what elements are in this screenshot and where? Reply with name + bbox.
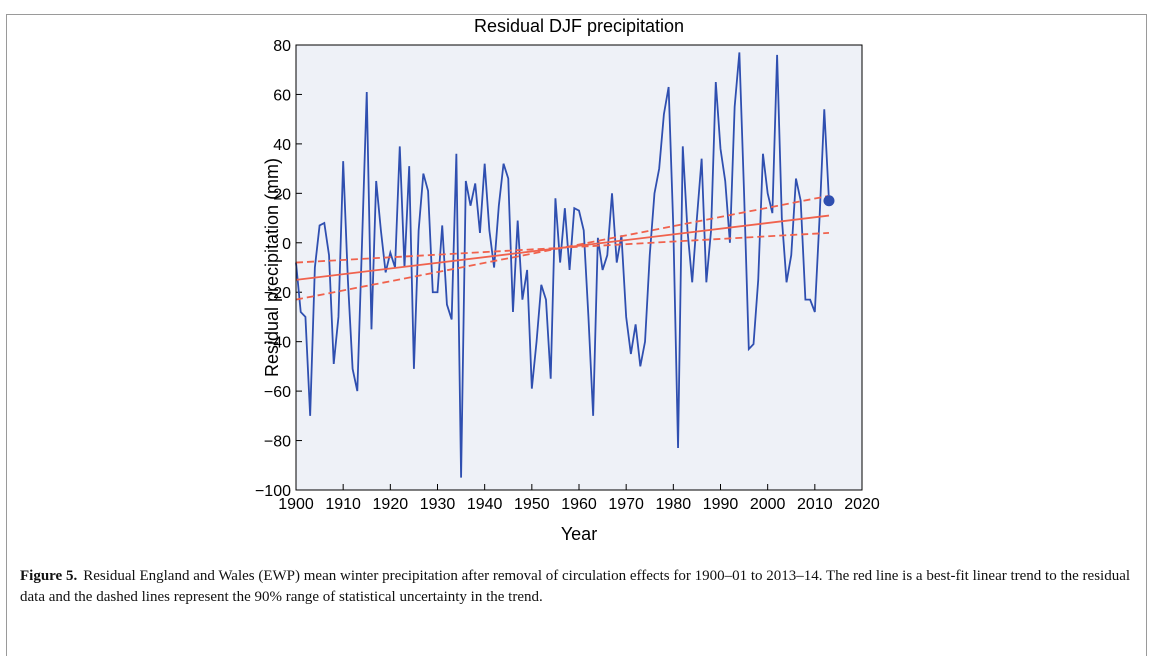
figure-caption: Figure 5. Residual England and Wales (EWP…: [20, 566, 1135, 608]
trend-bound-line: [295, 194, 830, 301]
y-tick-label: 40: [273, 137, 291, 154]
x-tick-label: 1970: [608, 496, 644, 513]
plot-border: [295, 44, 863, 491]
x-tick-label: 2000: [750, 496, 786, 513]
plot-area: [296, 45, 862, 490]
highlight-point: [823, 195, 835, 207]
x-tick-label: 1920: [373, 496, 409, 513]
x-tick-label: 1900: [278, 496, 314, 513]
x-tick-label: 1980: [656, 496, 692, 513]
y-tick-label: 60: [273, 87, 291, 104]
caption-text: Residual England and Wales (EWP) mean wi…: [20, 568, 1131, 605]
x-tick-label: 1960: [561, 496, 597, 513]
caption-label: Figure 5.: [20, 568, 78, 584]
x-tick-label: 1910: [325, 496, 361, 513]
x-tick-label: 1930: [420, 496, 456, 513]
y-tick-label: −100: [255, 483, 291, 500]
y-tick-label: −80: [264, 434, 291, 451]
x-axis-label: Year: [561, 524, 597, 544]
y-tick-label: −40: [264, 335, 291, 352]
data-line: [295, 52, 830, 478]
y-tick-label: 0: [282, 236, 291, 253]
y-tick-label: −60: [264, 384, 291, 401]
trend-bound-line: [295, 231, 830, 264]
x-tick-label: 1990: [703, 496, 739, 513]
y-axis-label: Residual precipitation (mm): [262, 158, 282, 377]
x-tick-label: 1950: [514, 496, 550, 513]
chart: Residual DJF precipitation Year Residual p…: [255, 16, 880, 544]
figure-frame: [6, 14, 1147, 656]
x-tick-label: 1940: [467, 496, 503, 513]
x-tick-label: 2010: [797, 496, 833, 513]
chart-title: Residual DJF precipitation: [474, 16, 684, 36]
y-tick-label: 80: [273, 38, 291, 55]
y-tick-label: 20: [273, 186, 291, 203]
y-tick-label: −20: [264, 285, 291, 302]
x-tick-label: 2020: [844, 496, 880, 513]
